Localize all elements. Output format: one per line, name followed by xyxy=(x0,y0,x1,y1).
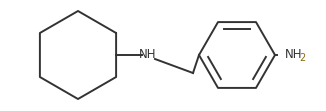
Text: 2: 2 xyxy=(299,53,305,63)
Text: NH: NH xyxy=(285,49,303,61)
Text: NH: NH xyxy=(139,49,157,61)
